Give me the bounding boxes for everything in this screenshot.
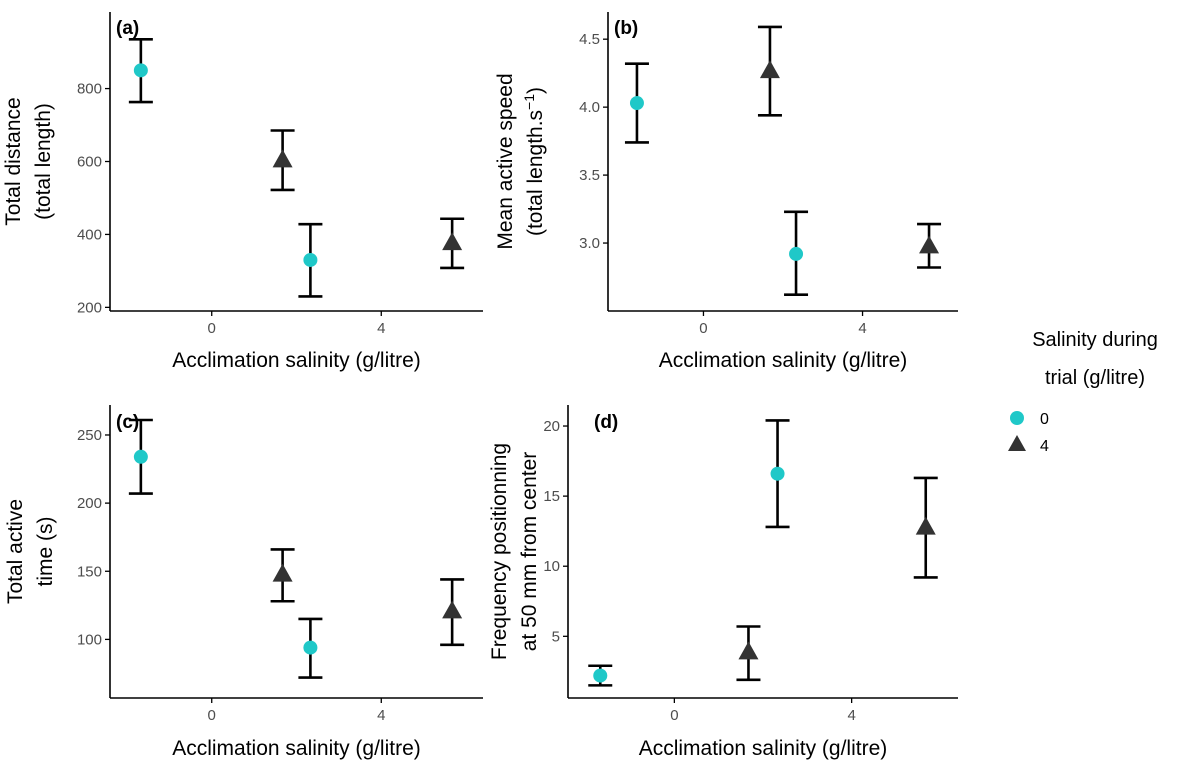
- x-tick-label: 0: [670, 707, 678, 724]
- y-tick-label: 250: [77, 427, 102, 444]
- x-tick-label: 4: [858, 320, 866, 337]
- y-tick-label: 3.5: [579, 167, 600, 184]
- x-axis-title: Acclimation salinity (g/litre): [172, 349, 421, 372]
- y-axis-title-line-1: Mean active speed: [494, 73, 517, 249]
- legend: Salinity during trial (g/litre) 0 4: [1008, 329, 1158, 455]
- data-point-circle: [303, 252, 318, 267]
- y-tick-label: 400: [77, 226, 102, 243]
- panel-label: (b): [614, 18, 638, 39]
- x-tick-label: 4: [377, 320, 385, 337]
- data-point-triangle: [919, 235, 940, 254]
- x-tick-label: 0: [208, 707, 216, 724]
- y-tick-label: 4.0: [579, 99, 600, 116]
- y-axis-title-line-2: (total length.s−1): [521, 87, 547, 236]
- panel-1: 200 400 600 800 0 4 Acclimation salinity (g/li…: [2, 12, 483, 372]
- y-tick-label: 600: [77, 154, 102, 171]
- y-tick-label: 15: [543, 488, 560, 505]
- y-axis-title-line-2: time (s): [34, 517, 57, 587]
- legend-title-line-1: Salinity during: [1032, 329, 1158, 351]
- legend-key-circle: [1010, 411, 1024, 425]
- data-point-triangle: [759, 60, 780, 79]
- y-axis-title-line-2: at 50 mm from center: [518, 452, 541, 652]
- x-axis-title: Acclimation salinity (g/litre): [659, 349, 908, 372]
- y-axis-title-line-1: Frequency positionning: [488, 443, 511, 660]
- y-axis-title-line-1: Total active: [4, 499, 27, 604]
- panel-label: (d): [594, 412, 618, 433]
- y-tick-label: 800: [77, 81, 102, 98]
- y-tick-label: 150: [77, 563, 102, 580]
- y-axis-title-line-1: Total distance: [2, 97, 25, 225]
- data-point-circle: [303, 640, 318, 655]
- y-tick-label: 100: [77, 631, 102, 648]
- y-tick-label: 3.0: [579, 235, 600, 252]
- data-point-circle: [629, 96, 644, 111]
- data-point-triangle: [915, 516, 936, 535]
- superscript: −1: [521, 94, 537, 110]
- y-axis-title-line-2: (total length): [32, 103, 55, 220]
- data-point-triangle: [738, 641, 759, 660]
- data-point-circle: [770, 466, 785, 481]
- data-point-triangle: [272, 149, 293, 168]
- panel-label: (a): [116, 18, 139, 39]
- data-point-triangle: [442, 600, 463, 619]
- x-tick-label: 0: [699, 320, 707, 337]
- panel-2: 3.0 3.5 4.0 4.5 0 4 Acclimation salinity (g/li…: [494, 12, 958, 372]
- legend-title-line-2: trial (g/litre): [1045, 367, 1145, 389]
- panel-4: 5 10 15 20 0 4 Acclimation salinity (g/litre) F…: [488, 405, 958, 760]
- data-point-circle: [133, 449, 148, 464]
- data-point-circle: [133, 63, 148, 78]
- y-tick-label: 4.5: [579, 31, 600, 48]
- y-tick-label: 10: [543, 558, 560, 575]
- data-point-triangle: [272, 563, 293, 582]
- data-point-triangle: [442, 232, 463, 251]
- y-tick-label: 200: [77, 299, 102, 316]
- data-point-circle: [789, 246, 804, 261]
- y-tick-label: 20: [543, 418, 560, 435]
- superscript-after: ): [524, 87, 547, 94]
- legend-label-4: 4: [1040, 438, 1049, 455]
- x-axis-title: Acclimation salinity (g/litre): [639, 737, 888, 760]
- panel-label: (c): [116, 412, 139, 433]
- legend-label-0: 0: [1040, 411, 1049, 428]
- x-tick-label: 4: [377, 707, 385, 724]
- y-tick-label: 200: [77, 495, 102, 512]
- x-tick-label: 0: [208, 320, 216, 337]
- x-axis-title: Acclimation salinity (g/litre): [172, 737, 421, 760]
- y-tick-label: 5: [552, 628, 560, 645]
- data-point-circle: [593, 668, 608, 683]
- x-tick-label: 4: [847, 707, 855, 724]
- legend-key-triangle: [1008, 435, 1026, 451]
- panel-3: 100 150 200 250 0 4 Acclimation salinity (g/li…: [4, 405, 483, 760]
